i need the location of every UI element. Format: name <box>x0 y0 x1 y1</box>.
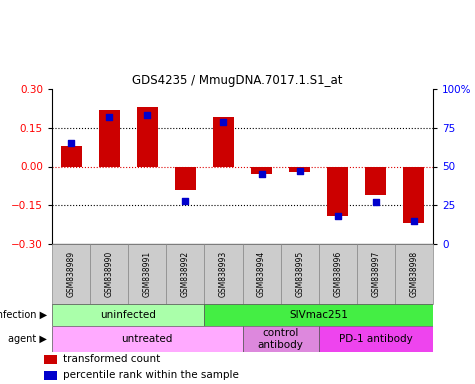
Bar <box>45 355 57 364</box>
Point <box>334 213 342 219</box>
Bar <box>319 326 433 352</box>
Bar <box>45 371 57 380</box>
Point <box>258 171 266 177</box>
Bar <box>166 244 204 304</box>
Text: GSM838993: GSM838993 <box>219 251 228 297</box>
Bar <box>52 304 204 326</box>
Point <box>219 119 227 125</box>
Bar <box>357 244 395 304</box>
Text: uninfected: uninfected <box>100 310 156 320</box>
Text: percentile rank within the sample: percentile rank within the sample <box>63 370 238 380</box>
Text: GSM838994: GSM838994 <box>257 251 266 297</box>
Text: GSM838997: GSM838997 <box>371 251 380 297</box>
Bar <box>175 167 196 190</box>
Bar <box>128 244 166 304</box>
Text: GSM838991: GSM838991 <box>143 251 152 297</box>
Bar <box>243 326 319 352</box>
Bar <box>99 110 120 167</box>
Text: SIVmac251: SIVmac251 <box>289 310 348 320</box>
Text: GSM838992: GSM838992 <box>181 251 190 297</box>
Text: infection ▶: infection ▶ <box>0 310 47 320</box>
Bar <box>365 167 386 195</box>
Text: agent ▶: agent ▶ <box>9 334 47 344</box>
Bar <box>395 244 433 304</box>
Text: GSM838998: GSM838998 <box>409 251 418 297</box>
Text: untreated: untreated <box>122 334 173 344</box>
Bar <box>204 244 243 304</box>
Text: control
antibody: control antibody <box>257 328 304 350</box>
Bar <box>243 244 281 304</box>
Bar <box>403 167 425 223</box>
Point <box>143 112 151 118</box>
Text: GSM838989: GSM838989 <box>66 251 76 297</box>
Bar <box>281 244 319 304</box>
Bar <box>137 107 158 167</box>
Text: GDS4235 / MmugDNA.7017.1.S1_at: GDS4235 / MmugDNA.7017.1.S1_at <box>132 74 343 87</box>
Point <box>181 197 189 204</box>
Text: PD-1 antibody: PD-1 antibody <box>339 334 413 344</box>
Bar <box>52 326 243 352</box>
Bar <box>319 244 357 304</box>
Point <box>410 218 418 224</box>
Point <box>105 114 113 120</box>
Text: GSM838995: GSM838995 <box>295 251 304 297</box>
Bar <box>327 167 348 215</box>
Bar <box>90 244 128 304</box>
Point <box>372 199 380 205</box>
Bar <box>61 146 82 167</box>
Bar <box>213 118 234 167</box>
Point <box>296 168 304 174</box>
Text: GSM838990: GSM838990 <box>104 251 114 297</box>
Bar <box>251 167 272 174</box>
Bar <box>52 244 90 304</box>
Bar <box>289 167 310 172</box>
Bar <box>204 304 433 326</box>
Point <box>67 140 75 146</box>
Text: GSM838996: GSM838996 <box>333 251 342 297</box>
Text: transformed count: transformed count <box>63 354 160 364</box>
